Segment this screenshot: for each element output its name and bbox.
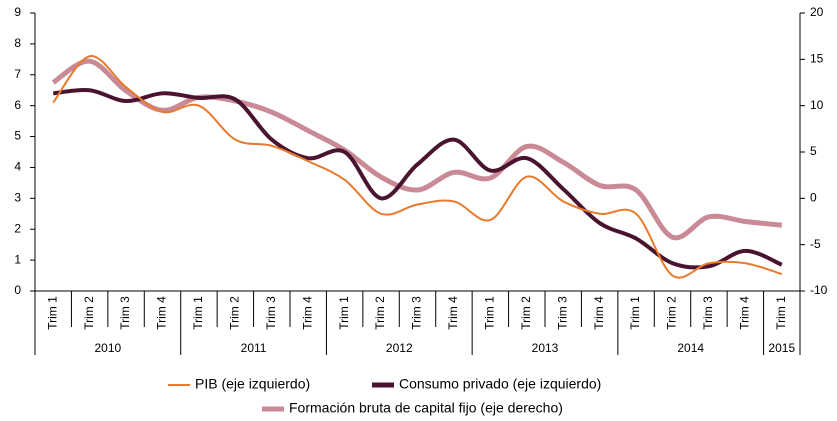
x-group-label: 2010 — [95, 341, 122, 355]
legend-label: PIB (eje izquierdo) — [195, 376, 310, 392]
x-tick-label: Trim 2 — [373, 296, 387, 330]
y-tick-label: 7 — [14, 67, 21, 81]
y2-tick-label: -10 — [810, 283, 828, 297]
y2-tick-label: 20 — [810, 5, 824, 19]
x-tick-label: Trim 3 — [264, 296, 278, 330]
y-tick-label: 0 — [14, 283, 21, 297]
y-tick-label: 2 — [14, 221, 21, 235]
x-tick-label: Trim 2 — [82, 296, 96, 330]
y2-tick-label: -5 — [810, 237, 821, 251]
x-tick-label: Trim 3 — [118, 296, 132, 330]
x-tick-label: Trim 4 — [155, 296, 169, 330]
x-tick-label: Trim 2 — [519, 296, 533, 330]
x-tick-label: Trim 1 — [483, 296, 497, 330]
x-tick-label: Trim 4 — [300, 296, 314, 330]
x-tick-label: Trim 4 — [592, 296, 606, 330]
x-group-label: 2013 — [532, 341, 559, 355]
x-tick-label: Trim 1 — [628, 296, 642, 330]
legend-label: Formación bruta de capital fijo (eje der… — [289, 400, 563, 416]
x-tick-label: Trim 2 — [665, 296, 679, 330]
x-group-label: 2012 — [386, 341, 413, 355]
x-tick-label: Trim 1 — [45, 296, 59, 330]
y2-tick-label: 5 — [810, 144, 817, 158]
y2-tick-label: 0 — [810, 191, 817, 205]
x-tick-label: Trim 3 — [555, 296, 569, 330]
x-tick-label: Trim 1 — [191, 296, 205, 330]
x-tick-label: Trim 3 — [410, 296, 424, 330]
y-tick-label: 1 — [14, 252, 21, 266]
x-group-label: 2011 — [241, 341, 267, 355]
y-tick-label: 3 — [14, 191, 21, 205]
x-group-label: 2015 — [768, 341, 795, 355]
x-tick-label: Trim 1 — [337, 296, 351, 330]
series-line — [51, 58, 783, 241]
series-line — [52, 55, 783, 279]
legend-label: Consumo privado (eje izquierdo) — [399, 376, 601, 392]
y2-tick-label: 10 — [810, 98, 824, 112]
x-tick-label: Trim 4 — [738, 296, 752, 330]
y-tick-label: 8 — [14, 36, 21, 50]
x-tick-label: Trim 4 — [446, 296, 460, 330]
x-tick-label: Trim 3 — [701, 296, 715, 330]
x-tick-label: Trim 1 — [774, 296, 788, 330]
x-tick-label: Trim 2 — [228, 296, 242, 330]
y-tick-label: 4 — [14, 160, 21, 174]
y2-tick-label: 15 — [810, 52, 824, 66]
series-line — [52, 87, 783, 270]
y-tick-label: 6 — [14, 98, 21, 112]
x-group-label: 2014 — [677, 341, 704, 355]
y-tick-label: 5 — [14, 129, 21, 143]
y-tick-label: 9 — [14, 5, 21, 19]
